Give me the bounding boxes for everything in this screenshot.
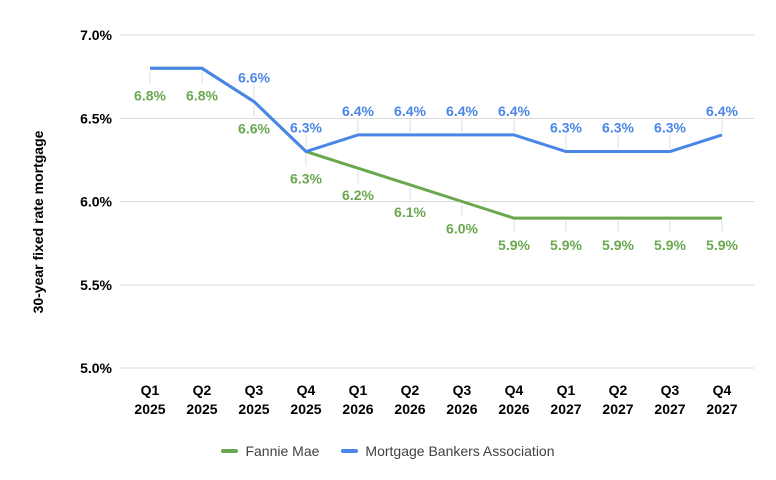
- x-tick-label: Q2 2025: [186, 382, 217, 417]
- y-tick-label: 5.0%: [80, 360, 112, 376]
- gridlines: [120, 34, 754, 369]
- x-axis-ticks: Q1 2025 Q2 2025 Q3 2025 Q4 2025 Q1 2026 Q2 2026 Q3 20…: [134, 382, 737, 417]
- x-tick-label: Q1 2025: [134, 382, 165, 417]
- mba-line: [150, 66, 723, 154]
- data-label: 6.6%: [238, 70, 270, 86]
- label-leader-lines: [149, 71, 723, 234]
- legend-swatch-icon: [221, 449, 239, 453]
- data-label: 5.9%: [550, 237, 582, 253]
- legend-label: Fannie Mae: [245, 443, 320, 459]
- data-label: 6.4%: [446, 103, 478, 119]
- data-label: 6.4%: [342, 103, 374, 119]
- x-tick-label: Q3 2026: [446, 382, 477, 417]
- x-tick-label: Q4 2025: [290, 382, 321, 417]
- legend-item: Mortgage Bankers Association: [341, 443, 555, 459]
- y-axis-ticks: 7.0% 6.5% 6.0% 5.5% 5.0%: [80, 27, 112, 376]
- legend-swatch-icon: [341, 449, 359, 453]
- data-label: 6.8%: [186, 87, 218, 103]
- x-tick-label: Q3 2027: [654, 382, 685, 417]
- y-tick-label: 5.5%: [80, 277, 112, 293]
- fannie-mae-data-labels: 6.8% 6.8% 6.6% 6.3% 6.2% 6.1% 6.0% 5.9% 5.9% 5.9%…: [134, 87, 738, 253]
- x-tick-label: Q1 2026: [342, 382, 373, 417]
- data-label: 6.6%: [238, 121, 270, 137]
- data-label: 6.8%: [134, 87, 166, 103]
- x-tick-label: Q2 2026: [394, 382, 425, 417]
- y-tick-label: 6.5%: [80, 110, 112, 126]
- x-tick-label: Q2 2027: [602, 382, 633, 417]
- data-label: 6.4%: [394, 103, 426, 119]
- legend-label: Mortgage Bankers Association: [365, 443, 555, 459]
- y-tick-label: 6.0%: [80, 194, 112, 210]
- data-label: 6.2%: [342, 187, 374, 203]
- data-label: 6.4%: [498, 103, 530, 119]
- legend: Fannie Mae Mortgage Bankers Association: [0, 443, 776, 459]
- data-label: 6.1%: [394, 204, 426, 220]
- y-tick-label: 7.0%: [80, 27, 112, 43]
- data-label: 5.9%: [654, 237, 686, 253]
- data-label: 6.3%: [654, 120, 686, 136]
- data-label: 6.3%: [550, 120, 582, 136]
- data-label: 6.3%: [290, 120, 322, 136]
- x-tick-label: Q3 2025: [238, 382, 269, 417]
- x-tick-label: Q4 2027: [706, 382, 737, 417]
- x-tick-label: Q4 2026: [498, 382, 529, 417]
- data-label: 5.9%: [602, 237, 634, 253]
- data-label: 5.9%: [498, 237, 530, 253]
- legend-item: Fannie Mae: [221, 443, 319, 459]
- x-tick-label: Q1 2027: [550, 382, 581, 417]
- data-label: 6.4%: [706, 103, 738, 119]
- data-label: 6.0%: [446, 221, 478, 237]
- data-label: 6.3%: [602, 120, 634, 136]
- mba-data-labels: 6.6% 6.3% 6.4% 6.4% 6.4% 6.4% 6.3% 6.3% 6.3% 6.4%: [238, 70, 738, 136]
- data-label: 5.9%: [706, 237, 738, 253]
- data-label: 6.3%: [290, 171, 322, 187]
